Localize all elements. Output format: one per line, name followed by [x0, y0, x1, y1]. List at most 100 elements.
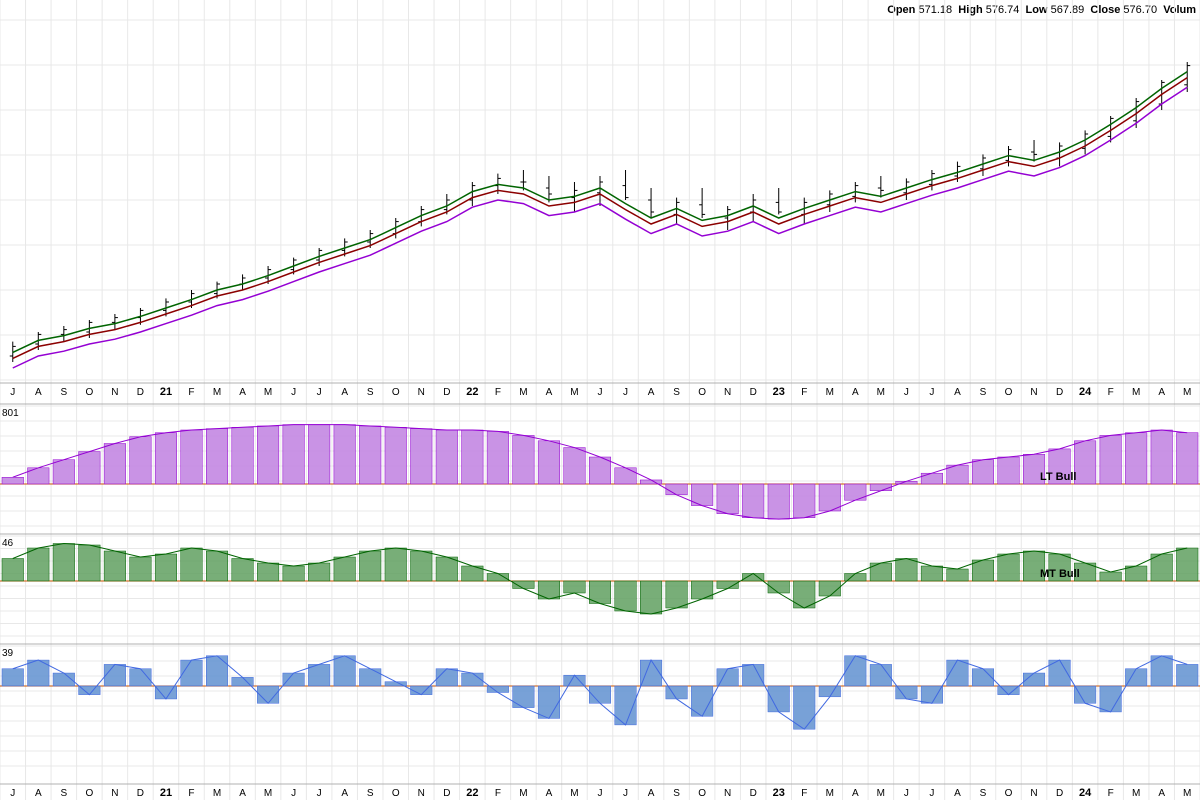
- svg-text:M: M: [877, 387, 885, 398]
- svg-text:A: A: [239, 788, 246, 799]
- svg-text:21: 21: [160, 386, 172, 398]
- svg-text:J: J: [598, 387, 603, 398]
- svg-text:S: S: [367, 387, 374, 398]
- svg-text:J: J: [904, 788, 909, 799]
- svg-text:J: J: [317, 788, 322, 799]
- svg-text:F: F: [801, 788, 807, 799]
- svg-text:J: J: [10, 387, 15, 398]
- svg-text:A: A: [852, 788, 859, 799]
- svg-text:S: S: [367, 788, 374, 799]
- svg-text:S: S: [673, 387, 680, 398]
- svg-text:J: J: [929, 387, 934, 398]
- svg-text:23: 23: [773, 386, 785, 398]
- svg-text:S: S: [673, 788, 680, 799]
- svg-text:A: A: [954, 788, 961, 799]
- svg-text:39: 39: [2, 648, 14, 659]
- svg-text:O: O: [1005, 387, 1013, 398]
- svg-text:A: A: [35, 387, 42, 398]
- svg-text:D: D: [137, 788, 144, 799]
- svg-text:O: O: [1005, 788, 1013, 799]
- svg-text:M: M: [1183, 788, 1191, 799]
- svg-text:D: D: [1056, 387, 1063, 398]
- svg-text:N: N: [1030, 788, 1037, 799]
- svg-text:D: D: [1056, 788, 1063, 799]
- svg-text:S: S: [980, 788, 987, 799]
- svg-text:24: 24: [1079, 787, 1092, 799]
- svg-text:M: M: [1132, 788, 1140, 799]
- svg-text:F: F: [1108, 788, 1114, 799]
- svg-text:N: N: [724, 387, 731, 398]
- svg-text:801: 801: [2, 408, 19, 419]
- svg-text:A: A: [648, 788, 655, 799]
- chart-svg: J A S O N D 21 F M A M J J A S O N D 22 F M A M J J A S O N D 23 F M A M J J…: [0, 0, 1200, 800]
- svg-text:46: 46: [2, 538, 14, 549]
- svg-text:N: N: [418, 788, 425, 799]
- svg-text:A: A: [1158, 387, 1165, 398]
- svg-text:24: 24: [1079, 386, 1092, 398]
- svg-text:A: A: [954, 387, 961, 398]
- svg-text:M: M: [570, 788, 578, 799]
- svg-text:O: O: [392, 788, 400, 799]
- svg-text:22: 22: [466, 386, 478, 398]
- svg-text:M: M: [264, 387, 272, 398]
- svg-text:F: F: [495, 788, 501, 799]
- svg-text:M: M: [519, 788, 527, 799]
- svg-text:O: O: [85, 387, 93, 398]
- svg-text:D: D: [443, 788, 450, 799]
- svg-text:D: D: [750, 788, 757, 799]
- svg-text:F: F: [1108, 387, 1114, 398]
- svg-text:N: N: [724, 788, 731, 799]
- svg-text:J: J: [623, 788, 628, 799]
- svg-text:J: J: [598, 788, 603, 799]
- svg-text:N: N: [418, 387, 425, 398]
- svg-text:A: A: [239, 387, 246, 398]
- svg-text:J: J: [291, 788, 296, 799]
- svg-text:J: J: [10, 788, 15, 799]
- svg-text:A: A: [341, 387, 348, 398]
- svg-text:M: M: [826, 387, 834, 398]
- svg-text:F: F: [188, 387, 194, 398]
- svg-text:J: J: [904, 387, 909, 398]
- svg-text:M: M: [264, 788, 272, 799]
- svg-text:A: A: [852, 387, 859, 398]
- svg-text:O: O: [85, 788, 93, 799]
- svg-text:M: M: [213, 788, 221, 799]
- svg-text:N: N: [111, 387, 118, 398]
- svg-text:F: F: [188, 788, 194, 799]
- svg-text:M: M: [570, 387, 578, 398]
- svg-text:N: N: [111, 788, 118, 799]
- svg-text:S: S: [980, 387, 987, 398]
- svg-text:MT Bull: MT Bull: [1040, 568, 1080, 580]
- svg-text:M: M: [213, 387, 221, 398]
- svg-text:A: A: [546, 387, 553, 398]
- svg-text:M: M: [877, 788, 885, 799]
- svg-text:J: J: [317, 387, 322, 398]
- svg-text:A: A: [1158, 788, 1165, 799]
- svg-text:J: J: [623, 387, 628, 398]
- svg-text:N: N: [1030, 387, 1037, 398]
- svg-text:M: M: [1132, 387, 1140, 398]
- svg-text:A: A: [341, 788, 348, 799]
- svg-text:D: D: [137, 387, 144, 398]
- svg-text:O: O: [698, 387, 706, 398]
- svg-text:22: 22: [466, 787, 478, 799]
- svg-text:M: M: [1183, 387, 1191, 398]
- svg-text:A: A: [546, 788, 553, 799]
- svg-text:M: M: [519, 387, 527, 398]
- svg-text:J: J: [929, 788, 934, 799]
- svg-text:O: O: [698, 788, 706, 799]
- svg-text:F: F: [801, 387, 807, 398]
- svg-text:A: A: [35, 788, 42, 799]
- svg-text:21: 21: [160, 787, 172, 799]
- svg-text:J: J: [291, 387, 296, 398]
- svg-text:23: 23: [773, 787, 785, 799]
- svg-text:M: M: [826, 788, 834, 799]
- svg-text:D: D: [443, 387, 450, 398]
- svg-text:O: O: [392, 387, 400, 398]
- svg-text:D: D: [750, 387, 757, 398]
- svg-text:S: S: [60, 387, 67, 398]
- svg-text:A: A: [648, 387, 655, 398]
- svg-text:F: F: [495, 387, 501, 398]
- svg-text:LT Bull: LT Bull: [1040, 471, 1076, 483]
- svg-text:S: S: [60, 788, 67, 799]
